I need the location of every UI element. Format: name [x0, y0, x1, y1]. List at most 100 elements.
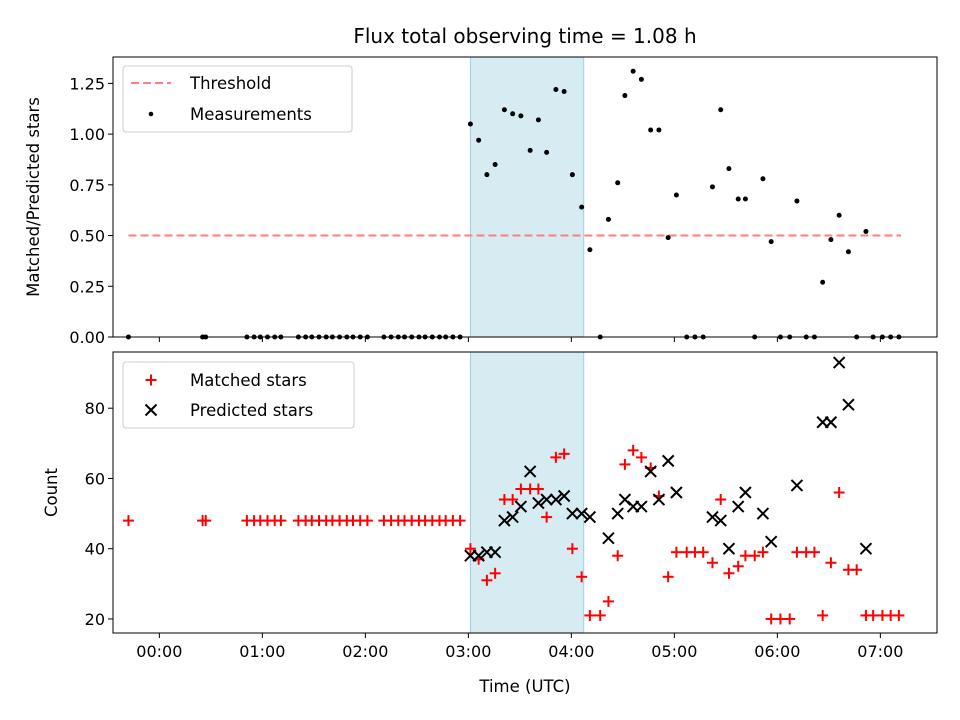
- measurement-point: [768, 239, 774, 245]
- bottom-y-tick-label: 20: [85, 610, 105, 629]
- x-tick-label: 05:00: [651, 642, 697, 661]
- matched-star-point: [739, 550, 751, 562]
- predicted-star-point: [523, 465, 537, 478]
- matched-star-point: [749, 550, 761, 562]
- measurement-point: [510, 111, 516, 117]
- x-axis-label: Time (UTC): [478, 677, 570, 696]
- predicted-star-point: [790, 479, 804, 492]
- measurement-point: [726, 166, 732, 172]
- bottom-panel: 20 40 60 80 00:00 01:00 02:00 03:00 04:00 05:00 0…: [42, 351, 938, 696]
- measurement-point: [518, 113, 524, 119]
- matched-star-point: [715, 494, 727, 506]
- matched-star-point: [602, 595, 614, 607]
- measurement-point: [648, 127, 654, 133]
- matched-star-point: [732, 560, 744, 572]
- predicted-star-point: [764, 535, 778, 548]
- matched-star-point: [867, 609, 879, 621]
- predicted-star-point: [488, 546, 502, 559]
- legend-matched-swatch: [145, 374, 157, 386]
- x-tick-label: 04:00: [548, 642, 594, 661]
- measurement-point: [553, 86, 559, 92]
- measurement-point: [828, 237, 834, 243]
- legend-measurements-swatch: [148, 111, 154, 117]
- x-tick-label: 03:00: [445, 642, 491, 661]
- predicted-star-point: [514, 500, 528, 513]
- matched-star-point: [808, 546, 820, 558]
- predicted-star-point: [611, 507, 624, 520]
- predicted-star-point: [832, 356, 846, 369]
- predicted-star-point: [472, 549, 485, 562]
- predicted-star-point: [661, 454, 675, 468]
- matched-star-point: [489, 567, 501, 579]
- bottom-axes-frame: [112, 351, 938, 634]
- top-legend-box: [122, 65, 353, 133]
- matched-star-point: [361, 515, 373, 527]
- matched-star-point: [757, 546, 769, 558]
- top-y-tick-label: 0.00: [69, 328, 105, 347]
- matched-star-point: [612, 550, 624, 562]
- x-tick-label: 02:00: [342, 642, 388, 661]
- matched-star-point: [566, 543, 578, 555]
- predicted-star-point: [670, 486, 683, 499]
- top-y-tick-label: 1.25: [69, 74, 105, 93]
- measurement-point: [527, 147, 533, 153]
- measurement-point: [484, 172, 490, 178]
- measurement-point: [718, 107, 724, 113]
- matched-star-point: [454, 515, 466, 527]
- measurement-point: [709, 184, 715, 190]
- matched-star-point: [784, 613, 796, 625]
- predicted-star-point: [575, 507, 588, 520]
- matched-star-point: [765, 613, 777, 625]
- matched-star-point: [706, 557, 718, 569]
- predicted-star-point: [602, 531, 615, 545]
- measurement-point: [467, 121, 473, 127]
- measurement-point: [630, 68, 636, 74]
- matched-star-point: [851, 564, 863, 576]
- top-axes-frame: [112, 56, 938, 338]
- matched-star-point: [697, 546, 709, 558]
- measurement-point: [501, 107, 507, 113]
- matched-star-point: [825, 557, 837, 569]
- predicted-star-point: [498, 514, 511, 527]
- predicted-star-point: [652, 493, 666, 506]
- bottom-legend: Matched stars Predicted stars: [122, 361, 355, 429]
- matched-star-point: [275, 515, 287, 527]
- predicted-star-point: [506, 510, 519, 524]
- predicted-star-point: [714, 514, 727, 527]
- x-tick-label: 06:00: [754, 642, 800, 661]
- bottom-y-tick-label: 40: [85, 540, 105, 559]
- chart-title: Flux total observing time = 1.08 h: [353, 24, 696, 48]
- measurement-point: [476, 137, 482, 143]
- x-tick-label: 07:00: [857, 642, 903, 661]
- matched-star-point: [481, 574, 493, 586]
- measurement-point: [794, 198, 800, 204]
- top-y-tick-label: 0.25: [69, 277, 105, 296]
- predicted-star-point: [549, 493, 563, 506]
- predicted-star-point: [540, 493, 553, 506]
- predicted-star-point: [739, 486, 752, 499]
- legend-predicted-swatch: [144, 403, 158, 417]
- matched-star-point: [558, 448, 570, 460]
- top-y-tick-label: 0.75: [69, 176, 105, 195]
- predicted-star-point: [532, 496, 545, 510]
- measurement-point: [587, 247, 593, 253]
- measurement-point: [535, 117, 541, 123]
- predicted-star-point: [583, 510, 597, 524]
- measurement-point: [673, 192, 679, 198]
- legend-predicted-marker: [144, 403, 158, 417]
- matched-star-point: [541, 511, 553, 523]
- bottom-y-tick-label: 80: [85, 399, 105, 418]
- predicted-star-point: [722, 542, 736, 555]
- legend-matched-marker: [145, 374, 157, 386]
- predicted-star-point: [842, 398, 855, 411]
- predicted-star-point: [557, 489, 571, 503]
- matched-star-point: [635, 451, 647, 463]
- matched-star-point: [774, 613, 786, 625]
- predicted-star-point: [824, 416, 838, 429]
- legend-predicted-label: Predicted stars: [190, 401, 313, 420]
- measurement-point: [735, 196, 741, 202]
- measurement-point: [561, 88, 567, 94]
- top-shaded-span: [469, 56, 585, 338]
- matched-star-point: [122, 515, 134, 527]
